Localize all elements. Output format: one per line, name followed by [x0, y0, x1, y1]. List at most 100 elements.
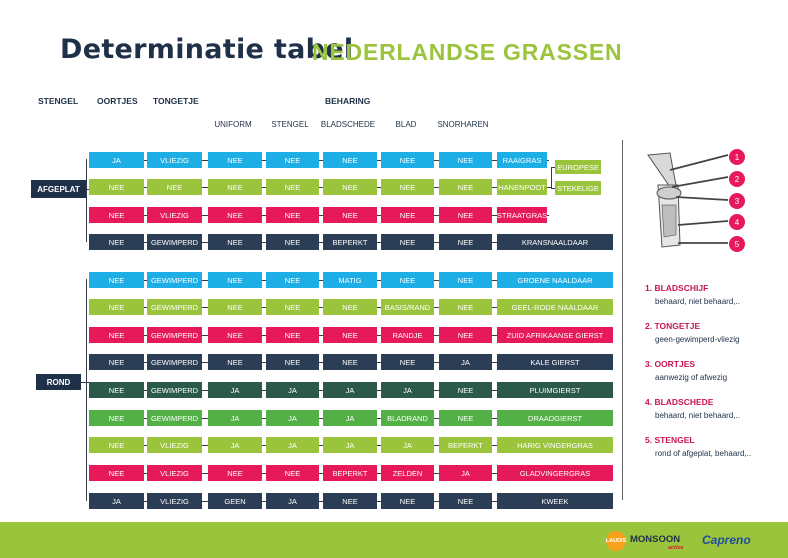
table-cell: NEE [89, 410, 144, 426]
row-connector [89, 214, 549, 216]
table-cell: NEE [89, 299, 144, 315]
bracket-line [551, 188, 555, 189]
table-cell: GEWIMPERD [147, 354, 202, 370]
table-cell: NEE [439, 272, 492, 288]
species-result: PLUIMGIERST [497, 382, 613, 398]
capreno-logo: Capreno [702, 533, 751, 547]
table-cell: VLIEZIG [147, 465, 202, 481]
table-cell: GEWIMPERD [147, 382, 202, 398]
table-cell: NEE [439, 327, 492, 343]
bracket-line [86, 279, 87, 501]
species-result: STRAATGRAS [497, 207, 547, 223]
table-cell: NEE [89, 234, 144, 250]
table-cell: NEE [147, 179, 202, 195]
table-cell: NEE [89, 179, 144, 195]
legend-desc-4: behaard, niet behaard,.. [655, 411, 740, 420]
table-cell: NEE [266, 299, 319, 315]
table-cell: NEE [439, 179, 492, 195]
table-cell: JA [266, 410, 319, 426]
table-cell: NEE [266, 272, 319, 288]
table-cell: NEE [439, 410, 492, 426]
species-result: HANENPOOT [497, 179, 547, 195]
subheader-bladschede: BLADSCHEDE [320, 120, 376, 129]
table-cell: NEE [323, 354, 377, 370]
subheader-blad: BLAD [395, 120, 417, 129]
variant-stekelige: STEKELIGE [555, 181, 601, 195]
table-cell: NEE [439, 207, 492, 223]
table-cell: JA [439, 465, 492, 481]
table-cell: NEE [323, 493, 377, 509]
table-cell: NEE [381, 493, 434, 509]
table-cell: NEE [208, 152, 262, 168]
table-cell: NEE [439, 234, 492, 250]
subheader-stengel: STENGEL [271, 120, 309, 129]
table-cell: NEE [323, 327, 377, 343]
marker-3: 3 [729, 193, 745, 209]
legend-title-1: 1. BLADSCHIJF [645, 283, 709, 293]
row-connector [89, 186, 549, 188]
marker-4: 4 [729, 214, 745, 230]
table-cell: NEE [381, 272, 434, 288]
marker-5: 5 [729, 236, 745, 252]
variant-europese: EUROPESE [555, 160, 601, 174]
table-cell: NEE [381, 207, 434, 223]
table-cell: NEE [439, 152, 492, 168]
species-result: GLADVINGERGRAS [497, 465, 613, 481]
legend-title-4: 4. BLADSCHEDE [645, 397, 714, 407]
monsoon-active-logo: active [668, 545, 684, 551]
table-cell: NEE [266, 327, 319, 343]
header-beharing: BEHARING [325, 96, 371, 106]
table-cell: JA [208, 382, 262, 398]
table-cell: NEE [381, 179, 434, 195]
species-result: ZUID AFRIKAANSE GIERST [497, 327, 613, 343]
legend-desc-1: behaard, niet behaard,.. [655, 297, 740, 306]
table-cell: NEE [89, 327, 144, 343]
bracket-line [551, 167, 555, 168]
table-cell: JA [323, 437, 377, 453]
table-cell: NEE [266, 465, 319, 481]
table-cell: NEE [381, 354, 434, 370]
table-cell: NEE [208, 299, 262, 315]
marker-1: 1 [729, 149, 745, 165]
table-cell: JA [266, 493, 319, 509]
table-cell: BLADRAND [381, 410, 434, 426]
table-cell: GEEN [208, 493, 262, 509]
table-cell: NEE [89, 437, 144, 453]
title-caps: NEDERLANDSE GRASSEN [312, 39, 623, 65]
table-cell: NEE [381, 234, 434, 250]
table-cell: NEE [208, 272, 262, 288]
title-script: Determinatie tabel [60, 34, 354, 65]
legend-title-2: 2. TONGETJE [645, 321, 701, 331]
table-cell: JA [266, 437, 319, 453]
table-cell: NEE [323, 207, 377, 223]
subheader-snorharen: SNORHAREN [437, 120, 489, 129]
grass-illustration-icon [647, 152, 729, 248]
bracket-line [551, 167, 552, 189]
table-cell: NEE [266, 179, 319, 195]
table-cell: JA [266, 382, 319, 398]
table-cell: GEWIMPERD [147, 327, 202, 343]
species-result: RAAIGRAS [497, 152, 547, 168]
table-cell: BEPERKT [439, 437, 492, 453]
bracket-line [549, 187, 552, 188]
table-cell: NEE [208, 179, 262, 195]
table-cell: GEWIMPERD [147, 410, 202, 426]
species-result: KALE GIERST [497, 354, 613, 370]
table-cell: JA [208, 410, 262, 426]
legend-desc-2: geen-gewimperd-vliezig [655, 335, 740, 344]
row-connector [89, 159, 549, 161]
species-result: GROENE NAALDAAR [497, 272, 613, 288]
table-cell: NEE [89, 272, 144, 288]
table-cell: NEE [323, 152, 377, 168]
table-cell: NEE [89, 207, 144, 223]
table-cell: NEE [208, 327, 262, 343]
bottom-bar [0, 522, 788, 558]
divider [622, 140, 623, 500]
species-result: HARIG VINGERGRAS [497, 437, 613, 453]
table-cell: NEE [381, 152, 434, 168]
table-cell: BASIS/RAND [381, 299, 434, 315]
table-cell: NEE [208, 207, 262, 223]
table-cell: NEE [266, 207, 319, 223]
table-cell: NEE [89, 382, 144, 398]
species-result: KRANSNAALDAAR [497, 234, 613, 250]
